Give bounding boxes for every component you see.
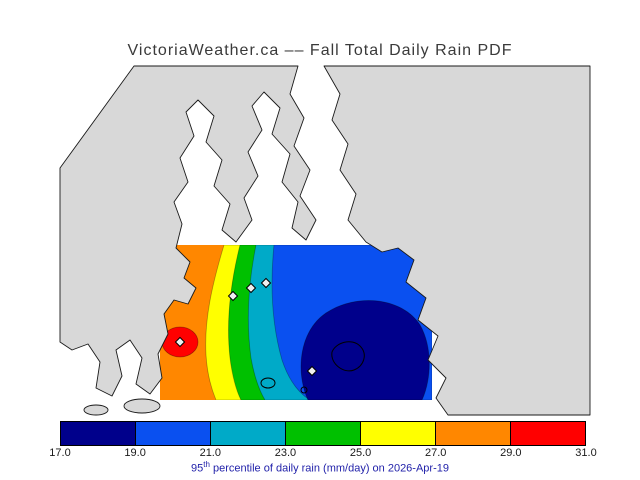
colorbar-tick-label: 17.0 — [49, 447, 71, 459]
contour-layer — [160, 245, 432, 400]
caption-number: 95 — [191, 462, 204, 475]
colorbar-segment — [210, 422, 285, 445]
station-marker-diamond — [260, 277, 272, 289]
plot-title: VictoriaWeather.ca –– Fall Total Daily R… — [127, 42, 513, 59]
colorbar-tick-label: 19.0 — [124, 447, 146, 459]
caption-superscript: th — [203, 460, 210, 469]
island-southwest — [83, 404, 109, 416]
colorbar-segment — [61, 422, 135, 445]
station-marker-diamond — [245, 282, 257, 294]
island-outline — [260, 377, 276, 389]
colorbar — [60, 421, 586, 446]
caption-text: percentile of daily rain (mm/day) on 202… — [209, 462, 449, 475]
station-markers — [174, 277, 318, 377]
colorbar-tick-label: 29.0 — [500, 447, 522, 459]
colorbar-segment — [435, 422, 510, 445]
colorbar-tick-label: 27.0 — [424, 447, 447, 459]
station-marker-diamond — [174, 336, 186, 348]
island-outline — [300, 386, 308, 394]
colorbar-tick-label: 23.0 — [274, 447, 297, 459]
colorbar-segment — [285, 422, 360, 445]
colorbar-tick-label: 25.0 — [349, 447, 372, 459]
colorbar-segment — [360, 422, 435, 445]
colorbar-tick-label: 31.0 — [575, 447, 597, 459]
landmass-west — [59, 65, 317, 397]
colorbar-caption: 95th percentile of daily rain (mm/day) o… — [0, 460, 640, 475]
land-layer — [59, 65, 591, 416]
colorbar-segment — [135, 422, 210, 445]
contour-band-navy — [300, 300, 430, 400]
landmass-east — [323, 65, 591, 416]
colorbar-ticks: 17.0 19.0 21.0 23.0 25.0 27.0 29.0 31.0 — [49, 447, 596, 459]
station-marker-diamond — [227, 290, 239, 302]
colorbar-segment — [510, 422, 585, 445]
station-marker-diamond — [306, 365, 318, 377]
island-southwest — [123, 398, 161, 414]
colorbar-tick-label: 21.0 — [199, 447, 221, 459]
island-outline — [331, 341, 365, 372]
